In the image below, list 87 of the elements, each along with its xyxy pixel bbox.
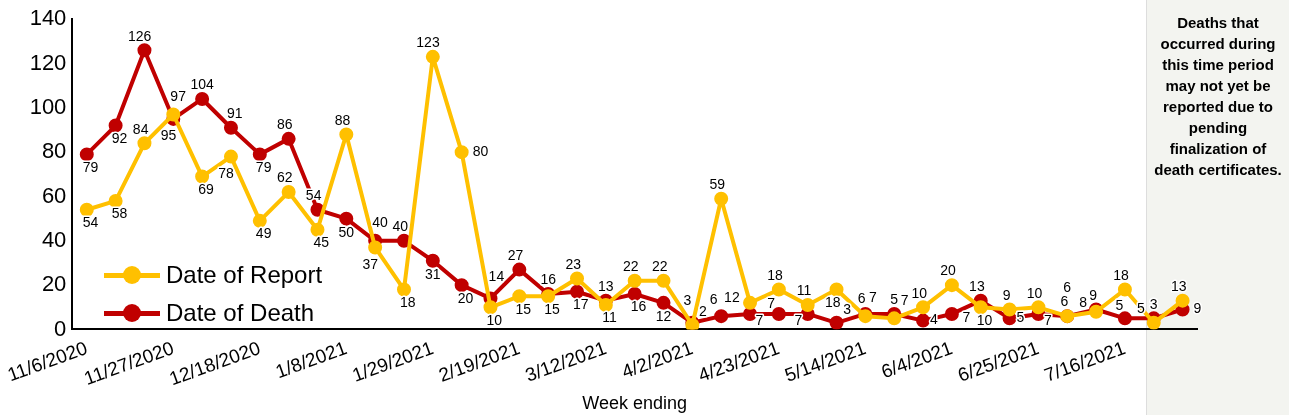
- data-label: 15: [544, 300, 560, 317]
- data-label: 10: [976, 311, 993, 328]
- y-tick-label: 20: [41, 271, 67, 297]
- data-label: 79: [82, 158, 99, 175]
- data-label: 3: [683, 292, 692, 309]
- data-label: 86: [277, 116, 293, 133]
- data-label: 22: [651, 258, 668, 275]
- data-label: 2: [698, 303, 707, 320]
- data-label: 8: [1079, 293, 1088, 310]
- data-label: 37: [362, 255, 379, 272]
- data-label: 18: [400, 293, 416, 310]
- data-label: 12: [724, 289, 740, 306]
- data-label: 20: [940, 262, 957, 279]
- data-label: 6: [1063, 279, 1072, 296]
- y-tick-label: 140: [29, 5, 67, 31]
- data-label: 91: [227, 105, 243, 122]
- x-axis-title: Week ending: [582, 393, 688, 414]
- data-label: 13: [969, 277, 985, 294]
- data-label: 78: [218, 164, 235, 181]
- data-label: 9: [1193, 300, 1202, 317]
- data-label: 6: [709, 291, 718, 308]
- data-label: 97: [170, 87, 187, 104]
- data-label: 13: [598, 277, 614, 294]
- annotation: Deaths that occurred during this time period may not yet be reported due to pending finalization of death certificates.: [1153, 13, 1283, 180]
- data-label: 7: [755, 311, 764, 328]
- data-label: 88: [334, 111, 351, 128]
- data-label: 17: [573, 296, 589, 313]
- data-label: 7: [794, 311, 803, 328]
- data-label: 7: [767, 294, 776, 311]
- data-label: 12: [655, 307, 672, 324]
- data-label: 104: [190, 75, 215, 92]
- data-label: 84: [132, 120, 149, 137]
- data-label: 3: [1149, 295, 1158, 312]
- data-label: 7: [1043, 311, 1052, 328]
- y-tick-label: 120: [29, 49, 67, 75]
- y-tick-label: 0: [54, 315, 67, 341]
- data-label: 54: [82, 214, 99, 231]
- data-label: 22: [623, 258, 639, 275]
- data-label: 20: [457, 289, 474, 306]
- data-label: 13: [1170, 277, 1187, 294]
- data-label: 15: [515, 300, 532, 317]
- data-label: 7: [962, 309, 971, 326]
- data-label: 92: [111, 129, 128, 146]
- data-label: 79: [255, 158, 272, 175]
- data-label: 80: [472, 143, 489, 160]
- data-label: 31: [425, 265, 441, 282]
- data-label: 5: [1115, 297, 1124, 314]
- data-label: 9: [1089, 286, 1098, 303]
- data-label: 27: [507, 246, 524, 263]
- data-label: 7: [868, 289, 877, 306]
- data-label: 7: [900, 292, 909, 309]
- data-label: 58: [111, 205, 128, 222]
- data-label: 5: [1016, 309, 1025, 326]
- data-label: 11: [796, 282, 812, 299]
- data-label: 18: [767, 266, 784, 283]
- data-label: 126: [127, 27, 152, 44]
- data-label: 9: [1002, 286, 1011, 303]
- legend-label: Date of Death: [166, 298, 315, 328]
- data-label: 95: [160, 127, 177, 144]
- data-label: 59: [709, 176, 726, 193]
- data-label: 10: [911, 284, 928, 301]
- data-label: 40: [392, 218, 409, 235]
- data-label: 23: [565, 255, 582, 272]
- data-label: 5: [890, 291, 899, 308]
- data-label: 10: [486, 311, 503, 328]
- data-label: 6: [1060, 293, 1069, 310]
- data-label: 18: [1113, 266, 1130, 283]
- data-label: 18: [824, 293, 841, 310]
- data-label: 14: [488, 268, 505, 285]
- data-label: 3: [843, 300, 852, 317]
- y-tick-label: 100: [29, 93, 67, 119]
- legend-label: Date of Report: [166, 260, 323, 290]
- data-label: 10: [1026, 284, 1043, 301]
- data-label: 123: [416, 34, 440, 51]
- data-label: 6: [857, 289, 866, 306]
- data-label: 69: [198, 180, 214, 197]
- data-label: 62: [277, 169, 293, 186]
- y-tick-label: 60: [41, 182, 67, 208]
- data-label: 16: [540, 270, 557, 287]
- data-label: 11: [602, 309, 618, 326]
- data-label: 40: [372, 214, 389, 231]
- y-tick-label: 40: [41, 226, 67, 252]
- data-label: 16: [630, 298, 647, 315]
- data-label: 45: [313, 234, 330, 251]
- data-label: 50: [338, 223, 355, 240]
- y-tick-label: 80: [41, 138, 67, 164]
- data-label: 49: [255, 225, 272, 242]
